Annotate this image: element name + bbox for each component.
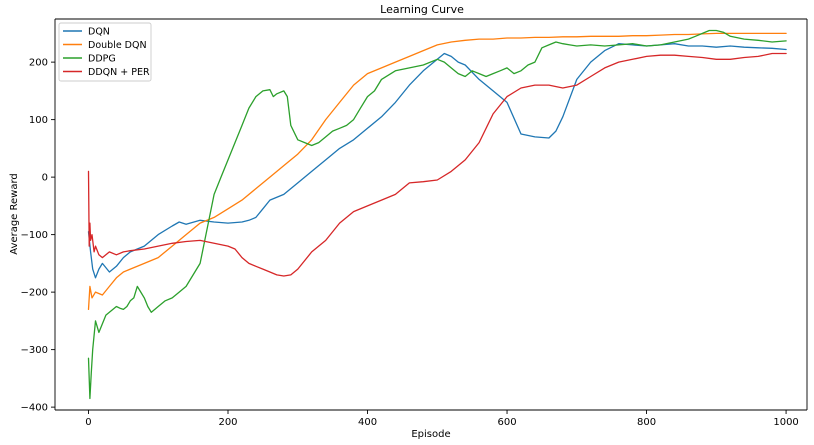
x-tick-label: 600 — [497, 417, 516, 428]
axes-frame — [54, 18, 808, 411]
y-tick-label: −300 — [21, 345, 48, 356]
y-tick-label: 0 — [42, 173, 48, 184]
legend-box — [58, 22, 152, 82]
series-line-ddpg — [87, 29, 787, 400]
y-tick-label: −100 — [21, 230, 48, 241]
y-tick-label: 200 — [29, 58, 48, 69]
legend-label-dqn: DQN — [88, 26, 110, 37]
x-tick-label: 1000 — [773, 417, 798, 428]
series-line-double-dqn — [87, 32, 787, 311]
chart-title: Learning Curve — [380, 3, 464, 16]
x-tick-label: 800 — [637, 417, 656, 428]
plot-area — [55, 19, 807, 410]
x-axis-ticks: 0 200 400 600 800 1000 — [85, 410, 799, 428]
x-axis-label: Episode — [411, 429, 450, 440]
legend: DQN Double DQN DDPG DDQN + PER — [58, 22, 152, 82]
series-line-ddqn-per — [87, 52, 787, 277]
y-tick-label: 100 — [29, 115, 48, 126]
y-tick-label: −200 — [21, 288, 48, 299]
legend-label-ddpg: DDPG — [88, 53, 116, 64]
legend-label-ddqn-per: DDQN + PER — [88, 67, 150, 78]
y-axis-label: Average Reward — [9, 173, 20, 254]
legend-label-double-dqn: Double DQN — [88, 40, 147, 51]
x-tick-label: 0 — [85, 417, 91, 428]
x-tick-label: 400 — [358, 417, 377, 428]
y-axis-ticks: −400 −300 −200 −100 0 100 200 — [21, 58, 55, 414]
x-tick-label: 200 — [218, 417, 237, 428]
series-layer — [87, 29, 787, 400]
y-tick-label: −400 — [21, 403, 48, 414]
